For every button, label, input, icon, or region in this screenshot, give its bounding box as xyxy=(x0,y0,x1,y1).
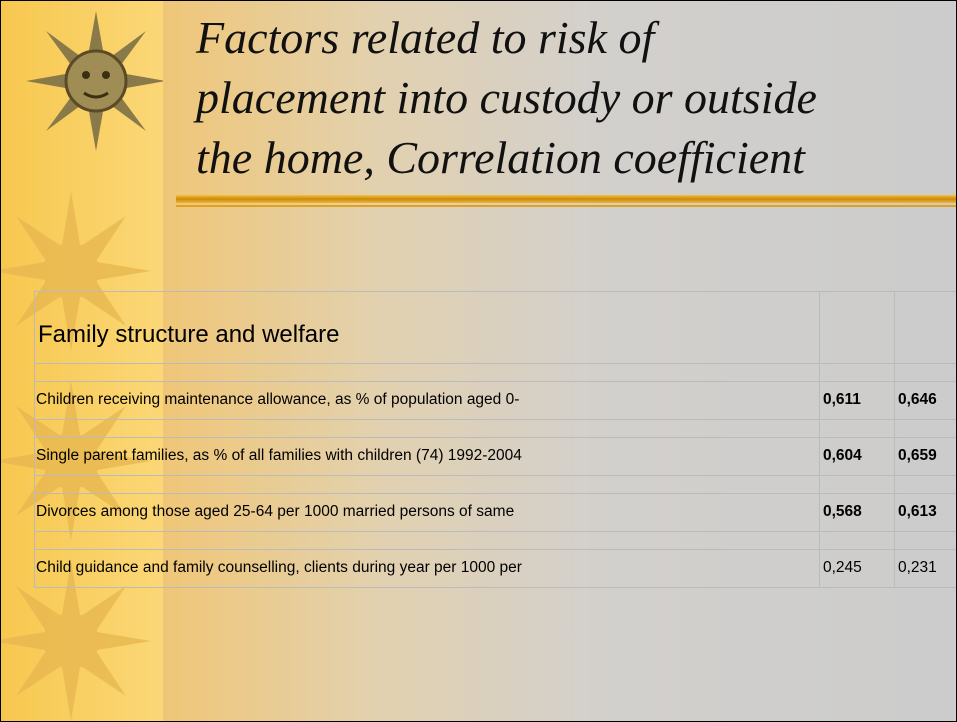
table-border xyxy=(894,291,895,587)
row-value: 0,604 xyxy=(823,447,862,464)
title-line: the home, Correlation coefficient xyxy=(196,132,805,183)
title-rule xyxy=(176,205,956,207)
row-value: 0,245 xyxy=(823,559,862,576)
title-line: Factors related to risk of xyxy=(196,12,655,63)
row-label: Children receiving maintenance allowance… xyxy=(36,391,520,408)
row-value: 0,659 xyxy=(898,447,937,464)
table-border xyxy=(34,291,956,292)
sun-icon xyxy=(26,11,163,151)
title-line: placement into custody or outside xyxy=(196,72,817,123)
table-border xyxy=(34,363,956,364)
table-border xyxy=(34,419,956,420)
table-border xyxy=(34,437,956,438)
table-border xyxy=(34,587,956,588)
row-value: 0,646 xyxy=(898,391,937,408)
row-value: 0,613 xyxy=(898,503,937,520)
table-border xyxy=(34,493,956,494)
table-border xyxy=(34,549,956,550)
title-rule xyxy=(176,195,956,203)
row-label: Divorces among those aged 25-64 per 1000… xyxy=(36,503,515,520)
row-value: 0,611 xyxy=(823,391,861,408)
table-border xyxy=(34,381,956,382)
row-value: 0,231 xyxy=(898,559,937,576)
decorations xyxy=(1,11,163,721)
table-border xyxy=(34,475,956,476)
row-value: 0,568 xyxy=(823,503,862,520)
row-label: Child guidance and family counselling, c… xyxy=(36,559,522,576)
table-border xyxy=(34,291,35,587)
row-label: Single parent families, as % of all fami… xyxy=(36,447,522,464)
table-border xyxy=(34,531,956,532)
table-header: Family structure and welfare xyxy=(38,321,340,348)
table-border xyxy=(819,291,820,587)
